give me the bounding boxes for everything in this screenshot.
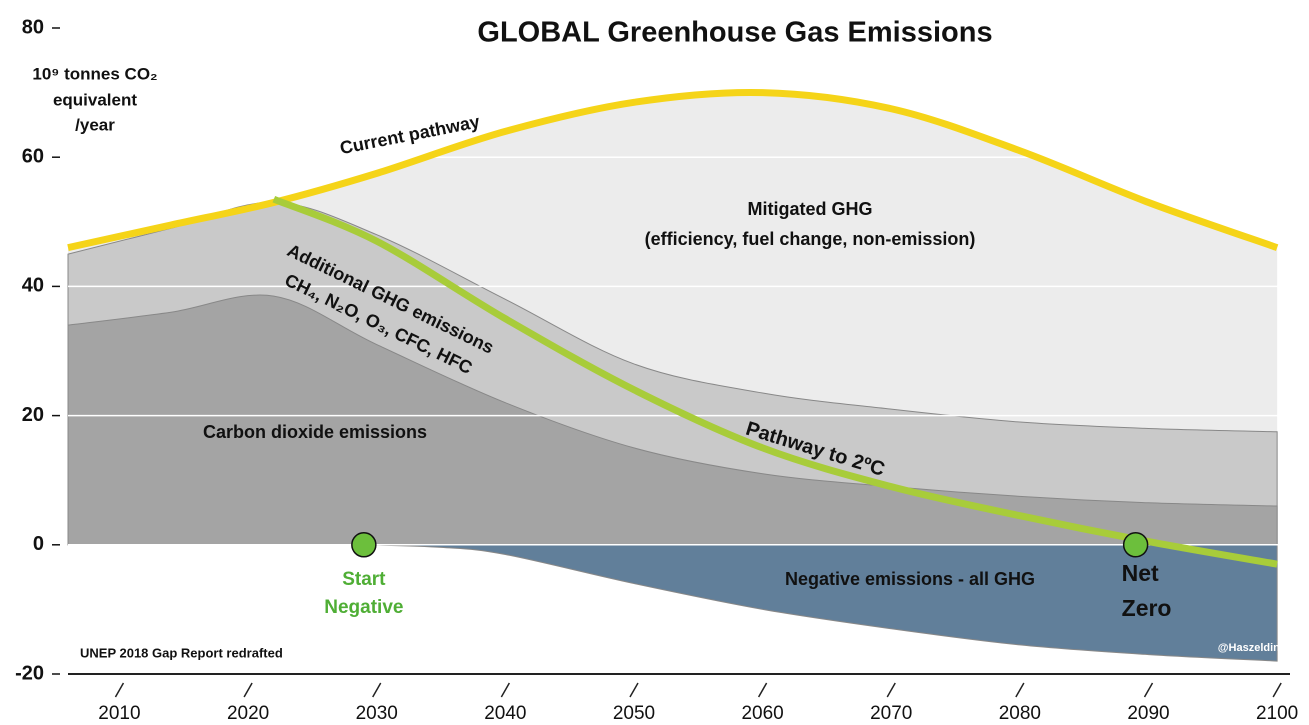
annotation: Negative bbox=[324, 597, 403, 618]
x-tick-label: 2050 bbox=[613, 703, 655, 724]
x-tick bbox=[372, 682, 382, 698]
x-tick-label: 2090 bbox=[1127, 703, 1169, 724]
marker bbox=[1122, 532, 1149, 558]
x-tick-label: 2010 bbox=[98, 703, 140, 724]
annotation: Zero bbox=[1122, 595, 1172, 621]
y-tick-label: 20 bbox=[22, 404, 44, 426]
y-axis-label: equivalent bbox=[53, 90, 137, 109]
chart-title: GLOBAL Greenhouse Gas Emissions bbox=[477, 17, 992, 49]
x-tick-label: 2070 bbox=[870, 703, 912, 724]
y-axis-label: 10⁹ tonnes CO₂ bbox=[32, 64, 157, 83]
x-tick bbox=[1272, 682, 1282, 698]
series-label: Carbon dioxide emissions bbox=[203, 422, 427, 442]
x-tick bbox=[1015, 682, 1025, 698]
area-label: Mitigated GHG bbox=[748, 199, 873, 219]
x-tick bbox=[886, 682, 896, 698]
y-tick-label: 60 bbox=[22, 145, 44, 167]
x-tick-label: 2080 bbox=[999, 703, 1041, 724]
x-tick bbox=[629, 682, 639, 698]
y-axis-label: /year bbox=[75, 115, 115, 134]
area bbox=[67, 294, 1278, 546]
source: UNEP 2018 Gap Report redrafted bbox=[80, 645, 283, 660]
x-tick bbox=[1143, 682, 1154, 698]
y-tick-label: 0 bbox=[33, 533, 44, 555]
y-tick-label: -20 bbox=[15, 662, 44, 684]
area-label: (efficiency, fuel change, non-emission) bbox=[645, 229, 976, 249]
series-label: Negative emissions - all GHG bbox=[785, 569, 1035, 589]
x-tick bbox=[500, 682, 510, 698]
x-tick-label: 2020 bbox=[227, 703, 269, 724]
x-tick-label: 2100 bbox=[1256, 703, 1298, 724]
line bbox=[272, 195, 1278, 568]
x-tick bbox=[114, 682, 125, 698]
x-tick-label: 2040 bbox=[484, 703, 526, 724]
area bbox=[363, 544, 1278, 662]
y-tick-label: 80 bbox=[22, 16, 44, 38]
line bbox=[67, 88, 1279, 252]
credit: @Haszeldine bbox=[1218, 642, 1286, 654]
annotation: Start bbox=[342, 569, 386, 590]
marker bbox=[351, 532, 377, 558]
x-tick-label: 2060 bbox=[741, 703, 783, 724]
annotation: Net bbox=[1122, 560, 1159, 586]
x-tick bbox=[757, 682, 768, 698]
x-tick-label: 2030 bbox=[356, 703, 398, 724]
plot bbox=[67, 88, 1290, 675]
y-tick-label: 40 bbox=[22, 275, 44, 297]
x-tick bbox=[243, 682, 253, 698]
